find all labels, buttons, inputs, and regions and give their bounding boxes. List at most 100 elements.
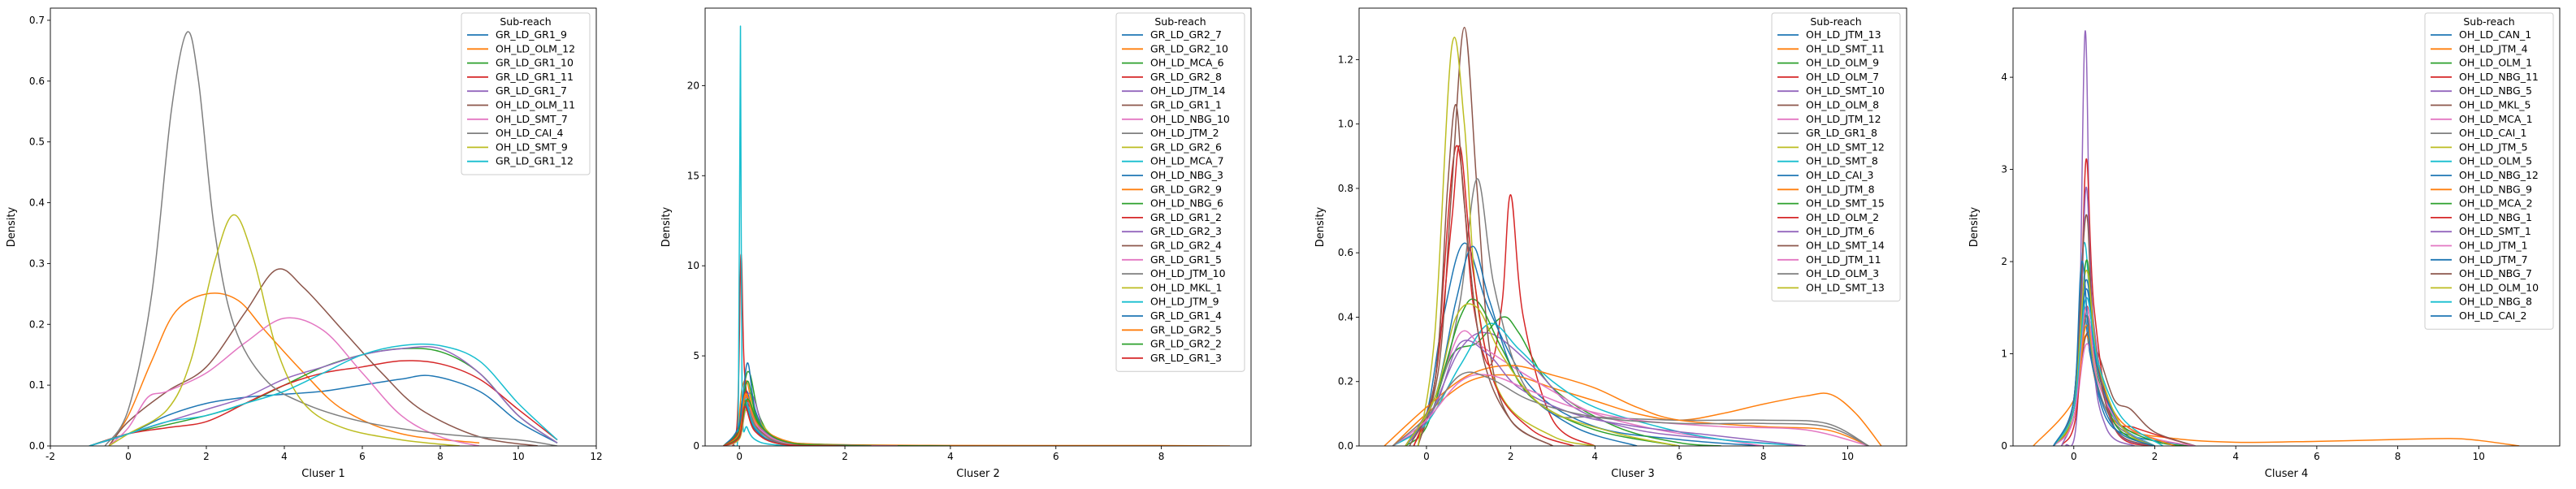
- y-tick-label: 0.0: [1338, 440, 1353, 452]
- legend-entry: OH_LD_OLM_2: [1806, 211, 1879, 223]
- y-tick-label: 0: [2001, 440, 2007, 452]
- legend-entry: OH_LD_JTM_14: [1150, 84, 1226, 97]
- y-tick-label: 0.3: [29, 257, 45, 269]
- series-line: [89, 343, 558, 446]
- y-tick-label: 4: [2001, 71, 2007, 83]
- y-axis-label: Density: [660, 206, 673, 247]
- legend-entry: OH_LD_MCA_7: [1150, 155, 1224, 167]
- series-line: [104, 31, 558, 446]
- legend-entry: OH_LD_OLM_12: [496, 42, 575, 54]
- x-tick-label: 8: [2395, 451, 2401, 462]
- legend-entry: OH_LD_OLM_9: [1806, 57, 1879, 69]
- legend-entry: OH_LD_NBG_8: [2459, 296, 2532, 308]
- legend-entry: GR_LD_GR2_2: [1150, 338, 1222, 350]
- x-tick-label: 6: [2314, 451, 2320, 462]
- legend-entry: OH_LD_OLM_11: [496, 99, 575, 111]
- series-line: [723, 379, 1231, 446]
- x-tick-label: 0: [1423, 451, 1430, 462]
- legend-entry: OH_LD_OLM_1: [2459, 57, 2532, 69]
- legend-entry: GR_LD_GR1_5: [1150, 253, 1222, 266]
- chart-panel-3: 0 2 4 6 8 10 0.0 0.2 0.4 0.6 0.8 1.0 1.2 Cluser 3 Dens…: [1314, 7, 1907, 480]
- legend-entry: OH_LD_CAN_1: [2459, 28, 2531, 41]
- y-tick-label: 0.2: [29, 318, 45, 330]
- legend-entry: OH_LD_CAI_2: [2459, 309, 2527, 322]
- legend-entry: OH_LD_SMT_11: [1806, 42, 1885, 54]
- legend-entry: OH_LD_JTM_6: [1806, 225, 1875, 237]
- legend-box: [461, 12, 591, 175]
- x-tick-label: -2: [45, 451, 55, 462]
- legend-title: Sub-reach: [500, 15, 551, 28]
- legend-entry: OH_LD_SMT_12: [1806, 141, 1885, 153]
- legend-entry: OH_LD_NBG_12: [2459, 169, 2539, 181]
- series-line: [733, 25, 793, 446]
- series-line: [1405, 316, 1721, 446]
- x-tick-label: 4: [947, 451, 954, 462]
- series-line: [723, 405, 872, 446]
- legend-box: [1771, 12, 1901, 302]
- series-line: [723, 398, 872, 446]
- legend-entry: OH_LD_NBG_7: [2459, 267, 2532, 279]
- series-line: [2033, 335, 2520, 446]
- series-line: [89, 374, 558, 446]
- legend-entry: OH_LD_SMT_14: [1806, 240, 1885, 252]
- x-tick-label: 8: [1760, 451, 1767, 462]
- legend-entry: OH_LD_JTM_1: [2459, 240, 2528, 252]
- x-tick-label: 2: [842, 451, 848, 462]
- x-tick-label: 2: [203, 451, 210, 462]
- series-line: [723, 405, 846, 446]
- axes-frame: [704, 7, 1252, 447]
- series-line: [1392, 374, 1882, 446]
- legend-entry: GR_LD_GR2_10: [1150, 42, 1228, 54]
- y-tick-label: 0.4: [1338, 311, 1353, 322]
- series-group: [723, 25, 1231, 446]
- legend-entry: OH_LD_JTM_2: [1150, 127, 1219, 139]
- y-tick-label: 5: [693, 350, 699, 361]
- legend-entry: OH_LD_SMT_8: [1806, 155, 1878, 167]
- y-tick-label: 2: [2001, 256, 2007, 267]
- x-axis-label: Cluser 2: [956, 468, 999, 480]
- y-tick-label: 0.0: [29, 440, 45, 452]
- series-line: [1413, 145, 1574, 446]
- legend-entry: OH_LD_OLM_10: [2459, 281, 2539, 293]
- legend-entry: OH_LD_SMT_9: [496, 141, 568, 153]
- x-tick-label: 6: [1676, 451, 1682, 462]
- series-line: [1383, 365, 1869, 446]
- y-tick-label: 0: [693, 440, 699, 452]
- legend-title: Sub-reach: [2463, 15, 2514, 28]
- legend-entry: OH_LD_NBG_1: [2459, 211, 2532, 223]
- series-line: [1405, 242, 1764, 446]
- x-tick-label: 10: [1842, 451, 1854, 462]
- x-tick-label: 4: [2232, 451, 2239, 462]
- legend-entry: GR_LD_GR2_8: [1150, 71, 1222, 83]
- x-tick-label: 0: [125, 451, 132, 462]
- y-tick-label: 0.1: [29, 379, 45, 391]
- legend-entry: GR_LD_GR1_10: [496, 57, 574, 69]
- legend-entry: GR_LD_GR2_5: [1150, 323, 1222, 335]
- y-tick-label: 0.2: [1338, 376, 1353, 387]
- legend-entry: OH_LD_MKL_5: [2459, 99, 2531, 111]
- legend-entry: OH_LD_SMT_1: [2459, 225, 2531, 237]
- series-line: [1392, 374, 1869, 446]
- series-line: [108, 214, 461, 446]
- legend-entry: GR_LD_GR2_6: [1150, 141, 1222, 153]
- legend-entry: GR_LD_GR1_7: [496, 84, 567, 97]
- y-tick-label: 0.6: [1338, 247, 1353, 258]
- y-tick-label: 0.8: [1338, 183, 1353, 194]
- y-tick-label: 0.4: [29, 197, 45, 209]
- y-axis-label: Density: [1968, 206, 1981, 247]
- legend-entry: GR_LD_GR1_4: [1150, 309, 1222, 322]
- legend-entry: OH_LD_SMT_7: [496, 113, 568, 125]
- x-axis-label: Cluser 3: [1611, 468, 1654, 480]
- series-line: [1405, 303, 1680, 446]
- legend-entry: GR_LD_GR1_8: [1806, 127, 1877, 139]
- legend-entry: OH_LD_NBG_3: [1150, 169, 1223, 181]
- legend-entry: OH_LD_OLM_3: [1806, 267, 1879, 279]
- legend-entry: OH_LD_SMT_10: [1806, 84, 1885, 97]
- x-tick-label: 8: [437, 451, 444, 462]
- legend-entry: OH_LD_CAI_4: [496, 127, 564, 139]
- y-tick-label: 20: [687, 80, 699, 91]
- legend-entry: OH_LD_SMT_15: [1806, 197, 1885, 210]
